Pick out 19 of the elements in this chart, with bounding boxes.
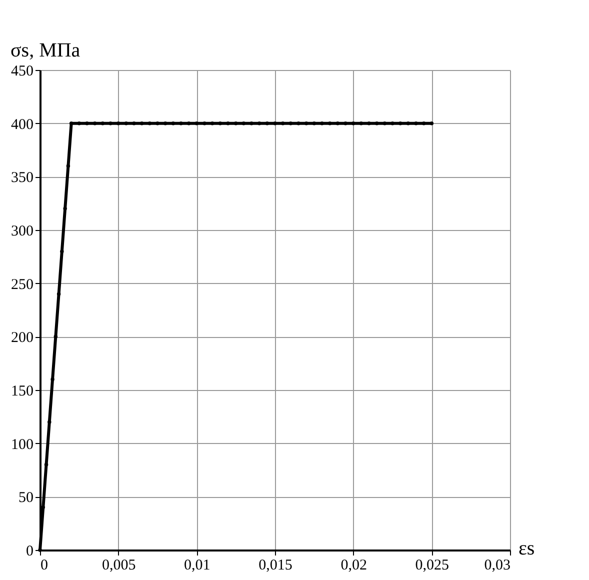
y-tick-label: 100 xyxy=(11,436,34,453)
y-tick-label: 350 xyxy=(11,170,34,186)
y-tick-label: 150 xyxy=(11,384,34,400)
y-tick-label: 300 xyxy=(11,224,34,240)
y-tick-label: 50 xyxy=(18,490,34,506)
y-tick-label: 450 xyxy=(11,64,34,80)
x-axis-title: εs xyxy=(518,538,535,560)
x-tick-label: 0,025 xyxy=(415,558,450,574)
x-tick-label: 0,005 xyxy=(102,558,136,574)
x-tick-label: 0,02 xyxy=(340,558,367,574)
y-axis-title: σs, МПа xyxy=(10,40,80,62)
y-tick-label: 200 xyxy=(11,330,34,346)
y-tick-label: 0 xyxy=(26,544,34,560)
x-tick-label: 0,015 xyxy=(258,558,292,574)
x-tick-label: 0,03 xyxy=(484,558,510,574)
x-tick-label: 0,01 xyxy=(184,558,210,574)
x-tick-label: 0 xyxy=(40,558,48,574)
y-tick-label: 250 xyxy=(11,276,34,293)
y-tick-label: 400 xyxy=(11,116,34,133)
